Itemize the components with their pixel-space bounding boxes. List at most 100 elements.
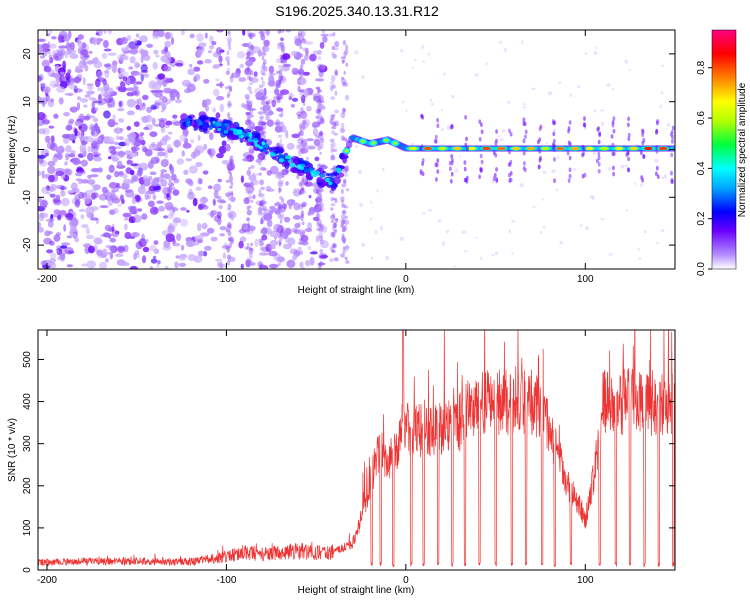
heatmap-cell (300, 179, 306, 186)
heatmap-cell (158, 205, 166, 212)
heatmap-cell (467, 146, 477, 151)
heatmap-cell (465, 136, 468, 142)
heatmap-cell (262, 168, 268, 171)
heatmap-cell (215, 78, 220, 82)
heatmap-cell (591, 196, 595, 200)
heatmap-cell (340, 196, 345, 201)
heatmap-cell (102, 248, 108, 253)
heatmap-cell (315, 115, 320, 119)
heatmap-cell (331, 75, 336, 82)
heatmap-cell (204, 98, 212, 106)
heatmap-cell (226, 31, 230, 35)
heatmap-cell (315, 235, 320, 243)
heatmap-cell (309, 211, 314, 216)
heatmap-cell (56, 249, 60, 254)
heatmap-cell (244, 67, 252, 76)
heatmap-cell (143, 73, 150, 78)
heatmap-cell (113, 207, 119, 214)
heatmap-cell (317, 98, 322, 106)
heatmap-cell (201, 123, 207, 127)
heatmap-cell (261, 226, 268, 233)
heatmap-cell (237, 126, 244, 130)
heatmap-cell (63, 224, 67, 232)
heatmap-cell (229, 155, 234, 159)
heatmap-cell (115, 146, 122, 150)
heatmap-cell (49, 193, 56, 198)
heatmap-cell (221, 140, 227, 147)
colorbar-label: Normalized spectral amplitude (737, 82, 748, 217)
heatmap-cell (299, 237, 304, 242)
heatmap-cell (523, 161, 526, 166)
heatmap-cell (301, 38, 307, 44)
heatmap-cell (566, 150, 570, 156)
heatmap-cell (305, 47, 309, 57)
heatmap-cell (249, 58, 254, 66)
heatmap-cell (341, 233, 345, 239)
heatmap-cell (59, 210, 67, 216)
heatmap-cell (207, 148, 212, 155)
heatmap-cell (419, 146, 423, 152)
heatmap-cell (305, 173, 313, 180)
heatmap-y-tick-label: -10 (22, 190, 33, 205)
heatmap-cell (299, 92, 303, 96)
heatmap-cell (259, 241, 264, 247)
heatmap-cell (302, 71, 310, 76)
heatmap-cell (315, 222, 321, 227)
heatmap-cell (313, 170, 321, 176)
heatmap-cell (299, 128, 303, 134)
heatmap-cell (359, 202, 364, 207)
heatmap-cell (247, 225, 256, 231)
heatmap-cell (38, 226, 44, 233)
heatmap-cell (92, 192, 99, 199)
heatmap-cell (629, 146, 638, 151)
heatmap-cell (450, 171, 454, 177)
heatmap-cell (126, 159, 131, 166)
heatmap-cell (260, 186, 265, 190)
heatmap-cell (94, 107, 99, 111)
heatmap-cell (179, 253, 188, 259)
heatmap-cell (189, 33, 195, 39)
heatmap-cell (290, 104, 296, 108)
heatmap-cell (58, 97, 64, 105)
heatmap-cell (134, 61, 140, 69)
heatmap-cell (125, 44, 130, 52)
heatmap-cell (421, 44, 424, 49)
heatmap-cell (300, 30, 306, 38)
heatmap-cell (656, 174, 660, 179)
heatmap-cell (75, 65, 83, 71)
heatmap-cell (218, 200, 227, 204)
heatmap-cell (53, 209, 61, 214)
heatmap-cell (330, 114, 334, 121)
heatmap-cell (319, 222, 323, 229)
heatmap-cell (261, 46, 270, 52)
heatmap-cell (110, 190, 116, 199)
heatmap-cell (274, 202, 279, 207)
heatmap-cell (104, 224, 112, 232)
heatmap-cell (253, 71, 258, 77)
heatmap-cell (318, 56, 321, 61)
heatmap-cell (319, 142, 324, 150)
heatmap-cell (280, 37, 284, 41)
heatmap-cell (421, 158, 425, 163)
heatmap-cell (161, 104, 167, 111)
heatmap-cell (83, 115, 91, 121)
heatmap-cell (438, 146, 447, 151)
heatmap-cell (163, 202, 173, 207)
heatmap-cell (148, 143, 157, 151)
heatmap-cell (557, 155, 560, 160)
heatmap-cell (509, 177, 513, 183)
heatmap-cell (187, 191, 195, 200)
heatmap-cell (302, 102, 306, 106)
heatmap-cell (140, 73, 144, 82)
heatmap-cell (226, 93, 230, 99)
heatmap-x-axis-label: Height of straight line (km) (298, 285, 415, 296)
heatmap-cell (278, 113, 284, 117)
heatmap-cell (330, 185, 337, 191)
heatmap-cell (264, 143, 269, 149)
heatmap-cell (202, 170, 209, 175)
heatmap-cell (374, 230, 378, 234)
heatmap-cell (117, 151, 126, 156)
heatmap-cell (265, 115, 270, 121)
heatmap-cell (247, 86, 252, 91)
